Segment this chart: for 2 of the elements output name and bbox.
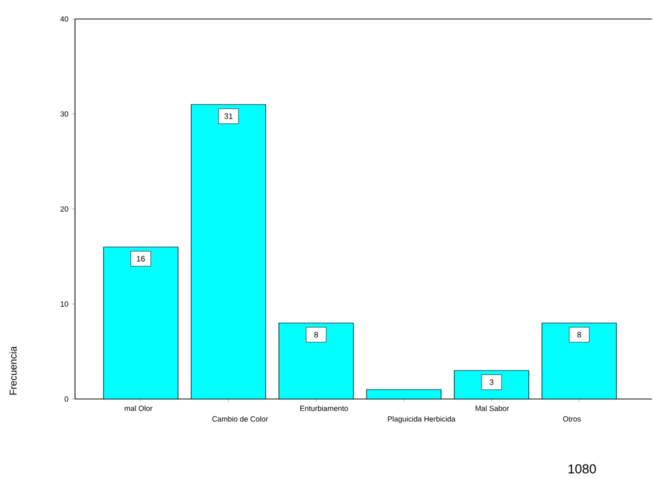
y-axis-title: Frecuencia xyxy=(9,346,17,395)
text: 1080 xyxy=(568,464,596,474)
